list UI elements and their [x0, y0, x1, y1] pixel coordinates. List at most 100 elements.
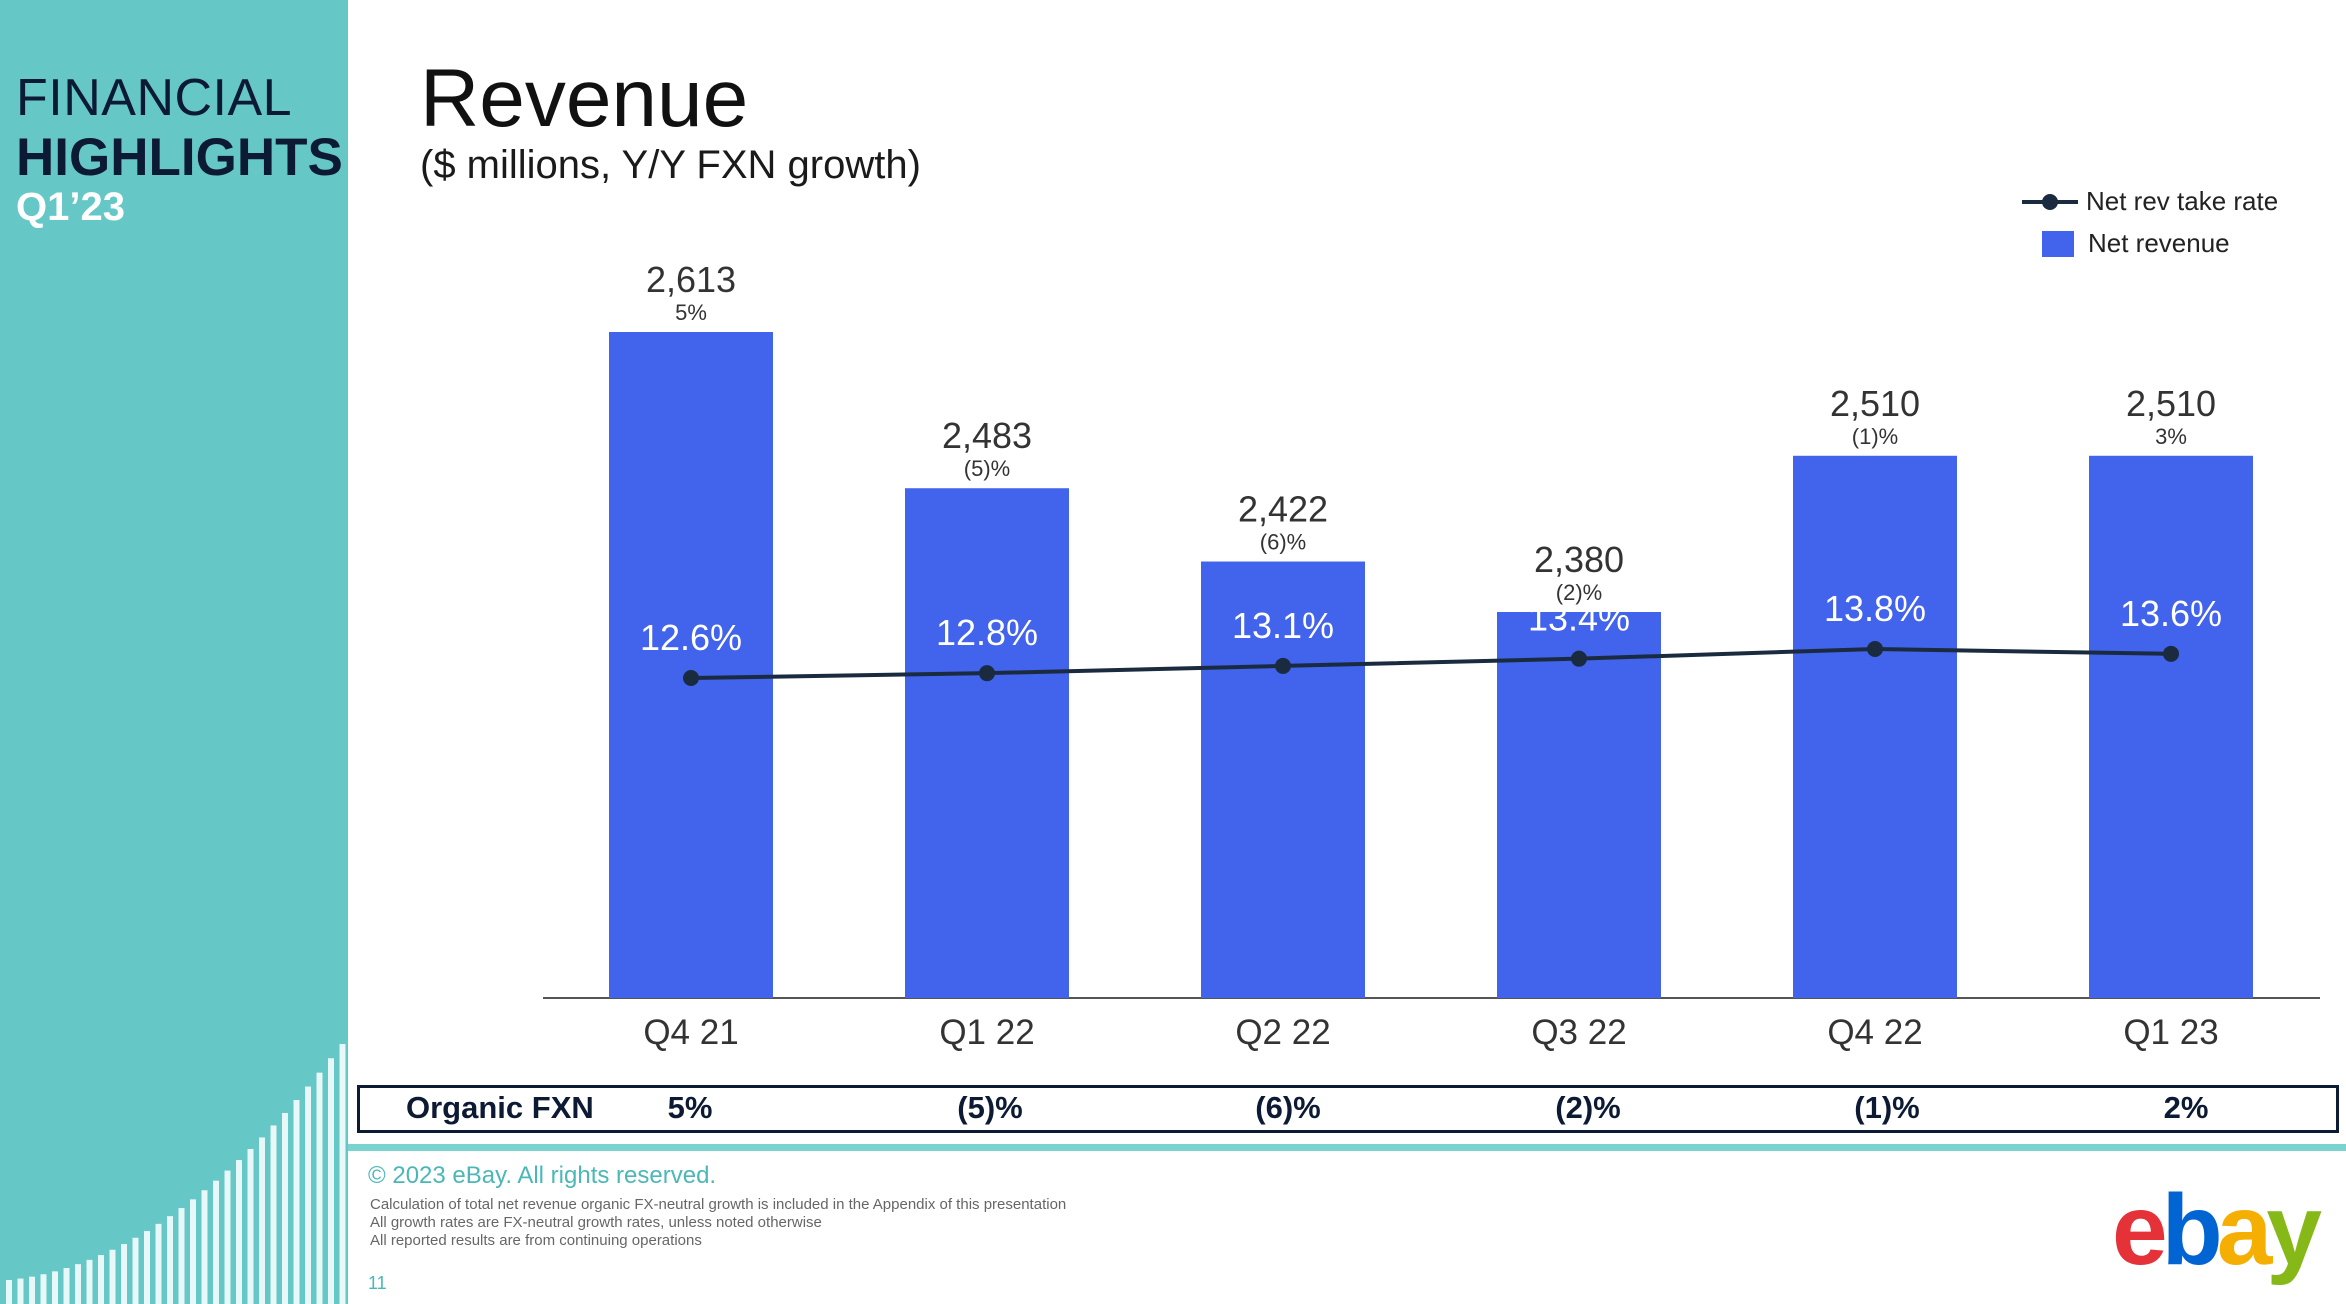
decorative-bar: [270, 1125, 277, 1304]
footer-divider: [348, 1144, 2346, 1151]
decorative-bar: [224, 1170, 231, 1304]
decorative-bar: [167, 1216, 173, 1304]
take-rate-point: [1867, 641, 1883, 657]
bar-growth-label: (5)%: [964, 456, 1010, 481]
organic-fxn-value: 5%: [667, 1090, 713, 1125]
bar-growth-label: (6)%: [1260, 530, 1306, 555]
decorative-bar: [17, 1278, 24, 1304]
decorative-bar: [132, 1237, 139, 1304]
x-tick-label: Q3 22: [1531, 1013, 1626, 1052]
footnotes: Calculation of total net revenue organic…: [370, 1196, 1066, 1250]
bar-net-revenue: [1793, 455, 1957, 998]
bar-net-revenue: [905, 488, 1069, 998]
x-tick-label: Q2 22: [1235, 1013, 1330, 1052]
decorative-bar: [236, 1160, 242, 1304]
x-tick-label: Q1 22: [939, 1013, 1034, 1052]
take-rate-label: 13.8%: [1824, 588, 1926, 629]
organic-fxn-value: (5)%: [957, 1090, 1023, 1125]
decorative-bar: [316, 1072, 323, 1304]
bar-value-label: 2,380: [1534, 539, 1624, 580]
organic-fxn-value: (2)%: [1555, 1090, 1621, 1125]
take-rate-label: 13.6%: [2120, 593, 2222, 634]
decorative-bar: [247, 1148, 254, 1304]
bar-growth-label: (2)%: [1556, 580, 1602, 605]
decorative-bar: [305, 1086, 311, 1304]
organic-fxn-value: (6)%: [1255, 1090, 1321, 1125]
legend-bar-swatch: [2042, 230, 2074, 257]
bar-growth-label: 5%: [675, 300, 707, 325]
decorative-bar: [339, 1044, 346, 1304]
bar-value-label: 2,510: [1830, 383, 1920, 424]
decorative-bar: [75, 1264, 81, 1304]
legend-label-take-rate: Net rev take rate: [2086, 186, 2279, 216]
decorative-bar: [29, 1276, 35, 1304]
decorative-bar: [178, 1208, 185, 1304]
bar-growth-label: (1)%: [1852, 424, 1898, 449]
decorative-bar: [259, 1137, 265, 1304]
organic-fxn-value: 2%: [2163, 1090, 2209, 1125]
take-rate-label: 12.6%: [640, 617, 742, 658]
bar-net-revenue: [1201, 561, 1365, 998]
decorative-bar: [213, 1180, 219, 1304]
bar-value-label: 2,422: [1238, 489, 1328, 530]
decorative-bar: [6, 1280, 12, 1304]
x-tick-label: Q1 23: [2123, 1013, 2218, 1052]
legend-item-take-rate: Net rev take rate: [2022, 186, 2278, 217]
bar-value-label: 2,613: [646, 259, 736, 300]
organic-fxn-label: Organic FXN: [406, 1090, 594, 1125]
x-tick-label: Q4 21: [643, 1013, 738, 1052]
take-rate-point: [979, 665, 995, 682]
bar-net-revenue: [2089, 455, 2253, 998]
footnote-line: All reported results are from continuing…: [370, 1232, 702, 1249]
legend-item-net-revenue: Net revenue: [2022, 228, 2230, 259]
organic-fxn-table: [357, 1085, 2339, 1133]
decorative-bar: [63, 1268, 70, 1304]
take-rate-label: 13.1%: [1232, 605, 1334, 646]
copyright-text: © 2023 eBay. All rights reserved.: [368, 1162, 717, 1189]
decorative-bar: [282, 1112, 288, 1304]
decorative-bar: [86, 1259, 93, 1304]
decorative-bar: [40, 1274, 47, 1304]
page-title: Revenue: [420, 53, 749, 144]
logo-letter: y: [2266, 1174, 2322, 1286]
legend-label-net-revenue: Net revenue: [2088, 228, 2230, 258]
decorative-bar: [293, 1100, 300, 1304]
logo-letter: b: [2161, 1174, 2223, 1286]
bar-net-revenue: [609, 332, 773, 998]
footnote-line: All growth rates are FX-neutral growth r…: [370, 1214, 822, 1231]
take-rate-label: 12.8%: [936, 612, 1038, 653]
decorative-bar: [190, 1199, 196, 1304]
decorative-bar: [201, 1190, 208, 1304]
decorative-bar: [109, 1249, 116, 1304]
take-rate-line: [690, 646, 2172, 680]
sidebar-heading-financial: FINANCIAL: [16, 69, 293, 127]
decorative-bar: [144, 1231, 150, 1304]
bar-value-label: 2,483: [942, 415, 1032, 456]
legend-line-swatch: [2022, 187, 2078, 217]
bar-growth-label: 3%: [2155, 424, 2187, 449]
logo-letter: e: [2112, 1174, 2168, 1286]
decorative-bar: [121, 1244, 127, 1304]
decorative-bar: [328, 1058, 334, 1304]
sidebar-heading-highlights: HIGHLIGHTS: [16, 128, 343, 187]
organic-fxn-value: (1)%: [1854, 1090, 1920, 1125]
sidebar-quarter-label: Q1’23: [16, 185, 125, 229]
decorative-bar: [52, 1271, 58, 1304]
footnote-line: Calculation of total net revenue organic…: [370, 1196, 1067, 1213]
sidebar-panel: FINANCIAL HIGHLIGHTS Q1’23: [0, 0, 348, 1304]
decorative-bars-graphic: [6, 1044, 346, 1304]
decorative-bar: [155, 1223, 162, 1304]
take-rate-label: 13.4%: [1528, 598, 1630, 639]
ebay-logo: ebay: [2112, 1180, 2322, 1280]
logo-letter: a: [2216, 1174, 2273, 1286]
take-rate-point: [683, 670, 699, 686]
page-number: 11: [368, 1273, 387, 1293]
take-rate-point: [1571, 650, 1587, 667]
take-rate-point: [2163, 645, 2179, 662]
take-rate-point: [1275, 657, 1291, 674]
x-tick-label: Q4 22: [1827, 1013, 1922, 1052]
bar-net-revenue: [1497, 612, 1661, 998]
bar-value-label: 2,510: [2126, 383, 2216, 424]
page-subtitle: ($ millions, Y/Y FXN growth): [420, 143, 921, 187]
